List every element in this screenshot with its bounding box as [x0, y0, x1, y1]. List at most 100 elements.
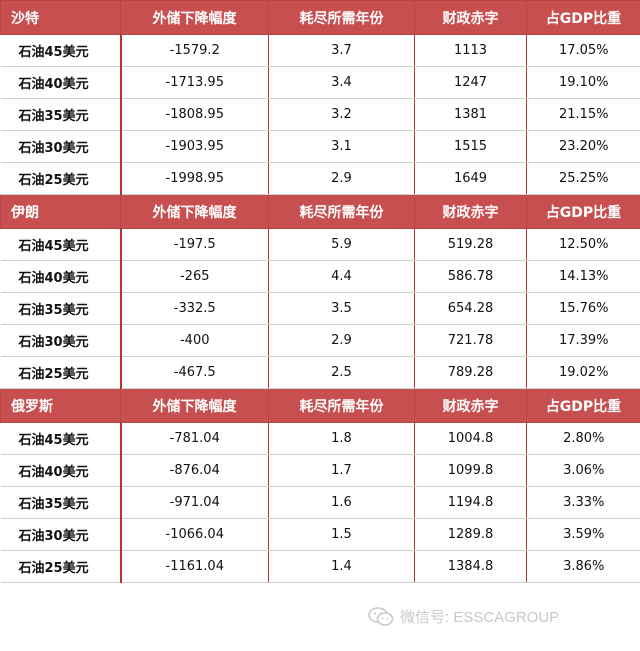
- cell-years: 3.2: [268, 98, 415, 131]
- cell-gdp-share: 2.80%: [526, 422, 640, 455]
- cell-decline: -467.5: [120, 356, 269, 389]
- cell-deficit: 519.28: [414, 228, 527, 261]
- row-label: 石油45美元: [0, 422, 122, 455]
- cell-decline: -1808.95: [120, 98, 269, 131]
- column-header-deficit: 财政赤字: [414, 388, 527, 423]
- country-name: 伊朗: [0, 194, 121, 229]
- wechat-watermark: 微信号: ESSCAGROUP: [368, 606, 559, 627]
- cell-gdp-share: 3.33%: [526, 486, 640, 519]
- cell-deficit: 1247: [414, 66, 527, 99]
- cell-decline: -197.5: [120, 228, 269, 261]
- cell-decline: -1903.95: [120, 130, 269, 163]
- country-name: 俄罗斯: [0, 388, 121, 423]
- cell-deficit: 721.78: [414, 324, 527, 357]
- row-label: 石油45美元: [0, 34, 122, 67]
- watermark-text: 微信号: ESSCAGROUP: [400, 609, 560, 626]
- cell-deficit: 1289.8: [414, 518, 527, 551]
- table-row: 石油45美元 -197.5 5.9 519.28 12.50%: [0, 228, 640, 261]
- oil-price-table: 沙特 外储下降幅度 耗尽所需年份 财政赤字 占GDP比重 石油45美元 -157…: [0, 0, 640, 583]
- table-row: 石油25美元 -467.5 2.5 789.28 19.02%: [0, 356, 640, 389]
- wechat-icon: [368, 606, 394, 626]
- cell-gdp-share: 21.15%: [526, 98, 640, 131]
- cell-gdp-share: 17.39%: [526, 324, 640, 357]
- row-label: 石油30美元: [0, 518, 122, 551]
- cell-gdp-share: 14.13%: [526, 260, 640, 293]
- column-header-decline: 外储下降幅度: [120, 194, 269, 229]
- table-row: 石油25美元 -1161.04 1.4 1384.8 3.86%: [0, 550, 640, 583]
- table-row: 石油40美元 -265 4.4 586.78 14.13%: [0, 260, 640, 293]
- row-label: 石油25美元: [0, 162, 122, 195]
- cell-years: 3.4: [268, 66, 415, 99]
- row-label: 石油35美元: [0, 98, 122, 131]
- column-header-years: 耗尽所需年份: [268, 388, 415, 423]
- cell-deficit: 1515: [414, 130, 527, 163]
- cell-decline: -265: [120, 260, 269, 293]
- table-row: 石油40美元 -1713.95 3.4 1247 19.10%: [0, 66, 640, 99]
- cell-decline: -1998.95: [120, 162, 269, 195]
- table-row: 石油35美元 -332.5 3.5 654.28 15.76%: [0, 292, 640, 325]
- cell-gdp-share: 3.06%: [526, 454, 640, 487]
- row-label: 石油35美元: [0, 486, 122, 519]
- cell-deficit: 1649: [414, 162, 527, 195]
- cell-decline: -400: [120, 324, 269, 357]
- cell-decline: -876.04: [120, 454, 269, 487]
- row-label: 石油25美元: [0, 550, 122, 583]
- cell-deficit: 1099.8: [414, 454, 527, 487]
- cell-years: 1.6: [268, 486, 415, 519]
- cell-years: 1.5: [268, 518, 415, 551]
- table-row: 石油30美元 -1066.04 1.5 1289.8 3.59%: [0, 518, 640, 551]
- cell-decline: -1161.04: [120, 550, 269, 583]
- table-row: 石油40美元 -876.04 1.7 1099.8 3.06%: [0, 454, 640, 487]
- cell-deficit: 1004.8: [414, 422, 527, 455]
- cell-years: 1.8: [268, 422, 415, 455]
- cell-deficit: 1384.8: [414, 550, 527, 583]
- cell-deficit: 789.28: [414, 356, 527, 389]
- column-header-decline: 外储下降幅度: [120, 0, 269, 35]
- column-header-gdp-share: 占GDP比重: [526, 388, 640, 423]
- cell-decline: -332.5: [120, 292, 269, 325]
- section-header: 沙特 外储下降幅度 耗尽所需年份 财政赤字 占GDP比重: [0, 0, 640, 35]
- cell-gdp-share: 3.59%: [526, 518, 640, 551]
- row-label: 石油45美元: [0, 228, 122, 261]
- table-row: 石油30美元 -400 2.9 721.78 17.39%: [0, 324, 640, 357]
- column-header-deficit: 财政赤字: [414, 194, 527, 229]
- cell-years: 2.9: [268, 162, 415, 195]
- table-row: 石油30美元 -1903.95 3.1 1515 23.20%: [0, 130, 640, 163]
- column-header-deficit: 财政赤字: [414, 0, 527, 35]
- cell-years: 5.9: [268, 228, 415, 261]
- cell-decline: -971.04: [120, 486, 269, 519]
- table-row: 石油25美元 -1998.95 2.9 1649 25.25%: [0, 162, 640, 195]
- cell-gdp-share: 23.20%: [526, 130, 640, 163]
- cell-years: 4.4: [268, 260, 415, 293]
- cell-gdp-share: 15.76%: [526, 292, 640, 325]
- row-label: 石油40美元: [0, 454, 122, 487]
- cell-gdp-share: 3.86%: [526, 550, 640, 583]
- cell-years: 2.9: [268, 324, 415, 357]
- cell-years: 3.5: [268, 292, 415, 325]
- column-header-years: 耗尽所需年份: [268, 0, 415, 35]
- cell-years: 1.7: [268, 454, 415, 487]
- column-header-years: 耗尽所需年份: [268, 194, 415, 229]
- cell-gdp-share: 25.25%: [526, 162, 640, 195]
- cell-decline: -1066.04: [120, 518, 269, 551]
- cell-deficit: 654.28: [414, 292, 527, 325]
- cell-gdp-share: 19.10%: [526, 66, 640, 99]
- cell-years: 2.5: [268, 356, 415, 389]
- column-header-gdp-share: 占GDP比重: [526, 0, 640, 35]
- cell-deficit: 1194.8: [414, 486, 527, 519]
- cell-deficit: 586.78: [414, 260, 527, 293]
- section-header: 伊朗 外储下降幅度 耗尽所需年份 财政赤字 占GDP比重: [0, 194, 640, 229]
- country-name: 沙特: [0, 0, 121, 35]
- cell-gdp-share: 17.05%: [526, 34, 640, 67]
- row-label: 石油30美元: [0, 130, 122, 163]
- row-label: 石油25美元: [0, 356, 122, 389]
- row-label: 石油30美元: [0, 324, 122, 357]
- cell-gdp-share: 12.50%: [526, 228, 640, 261]
- row-label: 石油40美元: [0, 260, 122, 293]
- cell-decline: -781.04: [120, 422, 269, 455]
- cell-decline: -1579.2: [120, 34, 269, 67]
- column-header-decline: 外储下降幅度: [120, 388, 269, 423]
- cell-gdp-share: 19.02%: [526, 356, 640, 389]
- table-row: 石油35美元 -1808.95 3.2 1381 21.15%: [0, 98, 640, 131]
- cell-years: 3.7: [268, 34, 415, 67]
